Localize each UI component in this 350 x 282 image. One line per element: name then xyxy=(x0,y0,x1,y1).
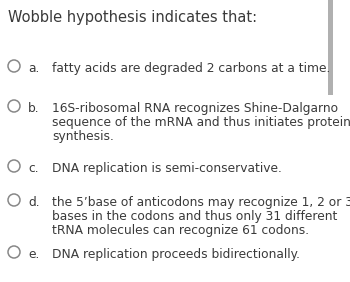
Text: d.: d. xyxy=(28,196,40,209)
Text: DNA replication is semi-conservative.: DNA replication is semi-conservative. xyxy=(52,162,282,175)
Bar xyxy=(328,0,333,95)
Text: e.: e. xyxy=(28,248,39,261)
Text: c.: c. xyxy=(28,162,38,175)
Text: Wobble hypothesis indicates that:: Wobble hypothesis indicates that: xyxy=(8,10,257,25)
Text: DNA replication proceeds bidirectionally.: DNA replication proceeds bidirectionally… xyxy=(52,248,300,261)
Text: sequence of the mRNA and thus initiates protein: sequence of the mRNA and thus initiates … xyxy=(52,116,350,129)
Text: synthesis.: synthesis. xyxy=(52,130,114,143)
Text: 16S-ribosomal RNA recognizes Shine-Dalgarno: 16S-ribosomal RNA recognizes Shine-Dalga… xyxy=(52,102,338,115)
Text: bases in the codons and thus only 31 different: bases in the codons and thus only 31 dif… xyxy=(52,210,337,223)
Text: a.: a. xyxy=(28,62,39,75)
Text: fatty acids are degraded 2 carbons at a time.: fatty acids are degraded 2 carbons at a … xyxy=(52,62,330,75)
Text: the 5’base of anticodons may recognize 1, 2 or 3: the 5’base of anticodons may recognize 1… xyxy=(52,196,350,209)
Text: b.: b. xyxy=(28,102,40,115)
Text: tRNA molecules can recognize 61 codons.: tRNA molecules can recognize 61 codons. xyxy=(52,224,309,237)
